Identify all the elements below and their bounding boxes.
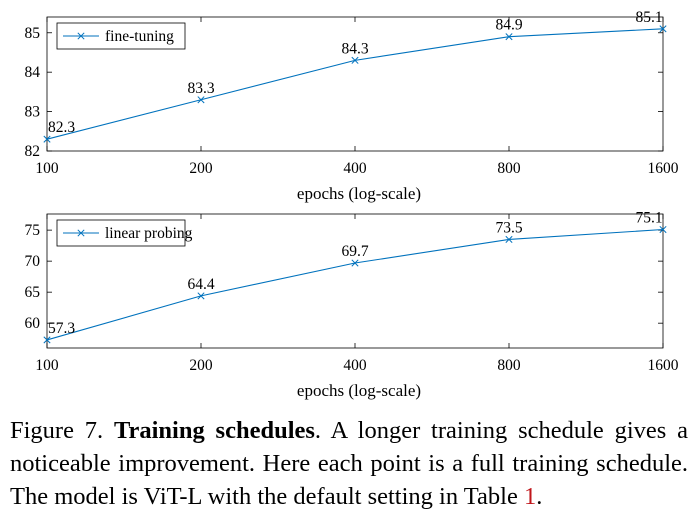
data-point-marker [351,56,359,64]
marker-stroke [197,292,205,300]
x-tick-label: 800 [497,160,521,177]
legend-label: linear probing [105,225,193,242]
marker-stroke [659,225,667,234]
x-axis-label: epochs (log-scale) [297,381,421,400]
data-label: 83.3 [187,80,214,97]
data-point-marker [197,292,205,300]
data-point-marker [43,135,51,143]
data-label: 73.5 [495,219,522,236]
x-tick-label: 400 [343,160,367,177]
y-tick-label: 70 [25,253,41,270]
fine-tuning-chart: 100 200 400 800 1600 82 83 84 85 epochs (log-scal… [25,9,679,203]
marker-stroke [351,259,359,267]
marker-stroke [351,56,359,64]
linear-probing-chart: 100 200 400 800 1600 60 65 70 75 epochs (log-scal… [25,210,679,400]
caption-title: Training schedules [113,417,315,444]
marker-stroke [505,33,513,41]
caption-label: Figure 7. [10,417,104,444]
legend-label: fine-tuning [105,28,174,45]
data-label: 64.4 [187,276,214,293]
marker-stroke [659,25,667,33]
legend-marker [77,32,85,40]
y-tick-label: 60 [25,315,41,332]
data-label: 85.1 [635,9,662,26]
data-label: 84.3 [341,40,368,57]
caption-text: . A longer training schedule gives a not… [10,417,688,510]
marker-stroke [505,235,513,243]
legend: fine-tuning [56,22,186,50]
x-tick-label: 1600 [648,357,679,374]
data-label: 69.7 [341,243,368,260]
legend-marker [77,229,85,237]
x-tick-label: 200 [189,357,213,374]
marker-stroke [197,96,205,104]
y-tick-label: 84 [25,64,41,81]
x-tick-label: 1600 [648,160,679,177]
data-point-marker [197,96,205,104]
y-tick-label: 75 [25,222,41,239]
x-tick-label: 200 [189,160,213,177]
x-tick-label: 800 [497,357,521,374]
data-point-marker [505,33,513,41]
marker-stroke [43,135,51,143]
x-tick-label: 100 [35,357,59,374]
y-tick-label: 65 [25,284,41,301]
table-reference-link[interactable]: 1 [523,483,537,510]
legend: linear probing [56,219,193,247]
caption-end: . [536,483,543,510]
x-axis-label: epochs (log-scale) [297,184,421,203]
x-tick-label: 100 [35,160,59,177]
figure-caption: Figure 7. Training schedules. A longer t… [10,414,688,513]
marker-stroke [43,336,51,344]
y-tick-label: 85 [25,25,41,42]
data-point-marker [659,25,667,33]
data-label: 82.3 [48,119,75,136]
data-point-marker [505,235,513,243]
y-tick-label: 83 [25,104,41,121]
data-point-marker [659,225,667,234]
x-tick-label: 400 [343,357,367,374]
data-label: 84.9 [495,17,522,34]
data-point-marker [43,336,51,344]
data-point-marker [351,259,359,267]
figure: 100 200 400 800 1600 82 83 84 85 epochs (log-scal… [25,9,679,400]
data-label: 75.1 [635,210,662,227]
data-label: 57.3 [48,320,75,337]
y-tick-label: 82 [25,143,41,160]
